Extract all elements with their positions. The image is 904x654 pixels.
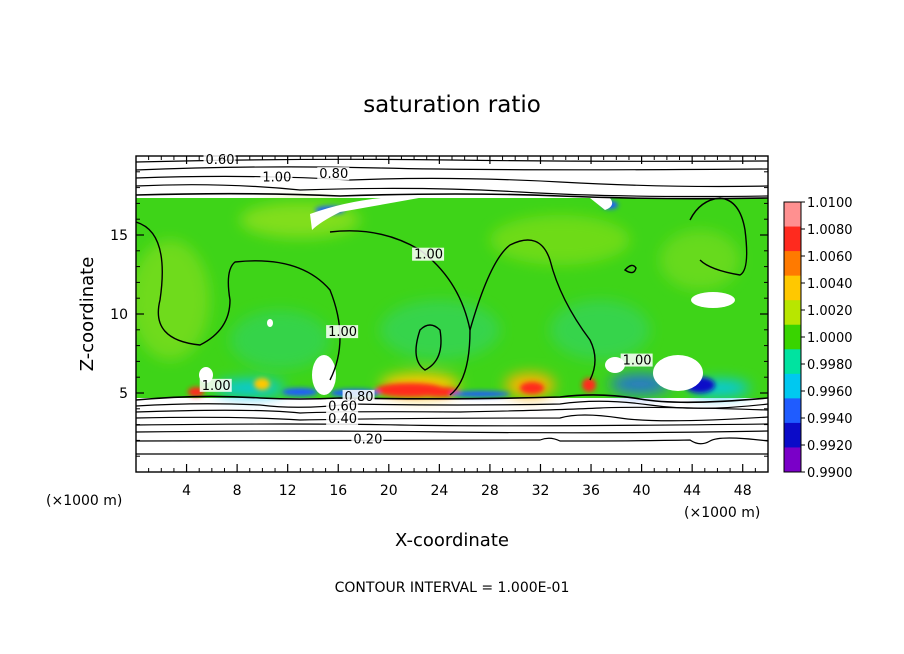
x-unit-label: (×1000 m): [684, 505, 760, 521]
colorbar-swatch: [784, 275, 801, 301]
x-tick-label: 40: [633, 483, 651, 499]
contour-label: 1.00: [328, 325, 357, 340]
chart-title: saturation ratio: [363, 92, 541, 118]
contour-label-bg: [412, 247, 445, 261]
x-tick-label: 48: [734, 483, 752, 499]
colorbar-swatch: [784, 447, 801, 473]
x-tick-label: 24: [430, 483, 448, 499]
x-tick-label: 28: [481, 483, 499, 499]
x-tick-label: 8: [233, 483, 242, 499]
contour-label-bg: [351, 432, 384, 446]
x-axis-label: X-coordinate: [395, 530, 509, 551]
contour-label: 0.20: [353, 433, 382, 448]
contour-label: 0.80: [319, 167, 348, 182]
y-tick-label: 15: [110, 228, 128, 244]
contour-labels: 0.601.00 0.801.001.001.000.800.600.400.20…: [199, 152, 653, 448]
contour-label-bg: [326, 325, 359, 339]
saturation-contours: [136, 197, 748, 396]
colorbar-tick-label: 0.9900: [807, 466, 853, 481]
y-axis-label: Z-coordinate: [77, 257, 98, 372]
z-unit-label: (×1000 m): [46, 493, 122, 509]
x-tick-label: 12: [279, 483, 297, 499]
colorbar-tick-label: 0.9980: [807, 358, 853, 373]
colorbar-swatch: [784, 202, 801, 228]
x-tick-label: 36: [582, 483, 600, 499]
contour-label-bg: [326, 412, 359, 426]
colorbar-tick-label: 0.9920: [807, 439, 853, 454]
y-axis: 5 10 15: [110, 171, 768, 457]
colorbar-swatch: [784, 422, 801, 448]
colorbar-swatch: [784, 349, 801, 375]
plot-area: [136, 156, 768, 472]
contour-label-bg: [326, 399, 359, 413]
contour-label-bg: [199, 378, 232, 392]
x-tick-label: 4: [182, 483, 191, 499]
colorbar-swatch: [784, 300, 801, 326]
colorbar-swatch: [784, 324, 801, 350]
contour-label: 1.00: [262, 170, 291, 185]
contour-label: 1.00: [414, 248, 443, 263]
contour-label: 0.60: [206, 153, 235, 168]
upper-contours: [136, 158, 768, 200]
y-tick-label: 10: [110, 307, 128, 323]
colorbar-swatch: [784, 398, 801, 424]
x-tick-label: 32: [532, 483, 550, 499]
colorbar: 1.0100 1.0080 1.0060 1.0040 1.0020 1.0000 0.99…: [783, 196, 853, 481]
x-tick-label: 20: [380, 483, 398, 499]
colorbar-tick-label: 1.0040: [807, 277, 853, 292]
contour-label: 0.60: [328, 399, 357, 414]
y-tick-label: 5: [119, 386, 128, 402]
colorbar-tick-label: 1.0020: [807, 304, 853, 319]
colorbar-swatch: [784, 251, 801, 277]
contour-label-bg: [620, 353, 653, 367]
contour-label: 1.00: [202, 379, 231, 394]
x-tick-label: 16: [329, 483, 347, 499]
colorbar-tick-label: 1.0000: [807, 331, 853, 346]
colorbar-tick-label: 1.0100: [807, 196, 853, 211]
contour-label: 1.00: [623, 354, 652, 369]
colorbar-tick-label: 0.9940: [807, 412, 853, 427]
lower-contours: [136, 394, 768, 455]
contour-label-bg: [260, 170, 293, 184]
colorbar-tick-label: 1.0080: [807, 223, 853, 238]
contour-label-bg: [317, 167, 350, 181]
colorbar-tick-label: 0.9960: [807, 385, 853, 400]
contour-interval-note: CONTOUR INTERVAL = 1.000E-01: [335, 580, 570, 596]
colorbar-swatch: [784, 226, 801, 252]
x-tick-label: 44: [683, 483, 701, 499]
x-axis: 4 8 12 16 20 24 28 32 36 40 44 48: [148, 156, 756, 499]
contour-label: 0.40: [328, 412, 357, 427]
colorbar-tick-label: 1.0060: [807, 250, 853, 265]
colorbar-swatch: [784, 373, 801, 399]
